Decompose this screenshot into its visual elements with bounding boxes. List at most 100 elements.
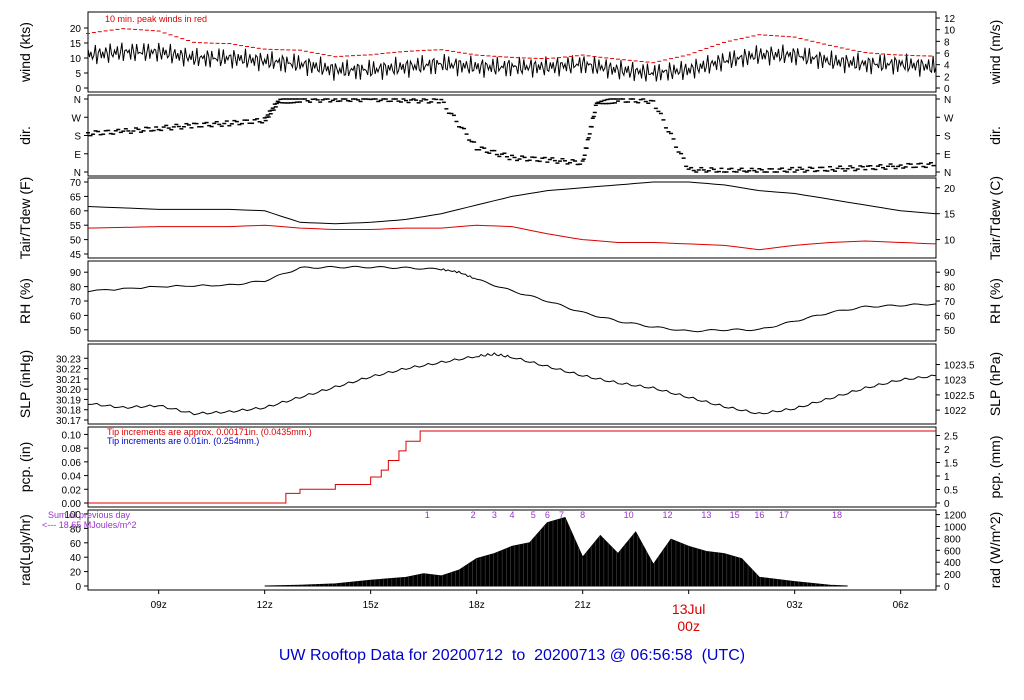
rh-right-tick-label: 90 [944,268,956,279]
wind-right-tick-label: 10 [944,26,956,37]
temp-ylabel-left: Tair/Tdew (F) [17,177,33,259]
dir-left-tick-label: W [72,113,82,124]
rooftop-meteogram: wind (kts) wind (m/s)0510152002468101210 … [17,11,1003,634]
rad-hour-label: 3 [492,510,497,520]
rad-series-area [264,517,848,587]
temp-right-tick-label: 15 [944,210,956,221]
pcp-annotation: Tip increments are 0.01in. (0.254mm.) [107,436,259,446]
rad-left-tick-label: 80 [70,524,82,535]
rh-right-tick-label: 80 [944,283,956,294]
temp-left-tick-label: 65 [70,192,82,203]
slp-left-tick-label: 30.21 [56,375,81,386]
slp-left-tick-label: 30.23 [56,354,81,365]
rh-left-tick-label: 50 [70,326,82,337]
rh-right-tick-label: 60 [944,311,956,322]
rad-hour-label: 17 [779,510,789,520]
dir-left-tick-label: E [74,150,81,161]
wind-left-tick-label: 5 [75,69,81,80]
pcp-left-tick-label: 0.02 [62,485,82,496]
pcp-ylabel-right: pcp. (mm) [987,436,1003,499]
rad-left-tick-label: 100 [64,510,81,521]
rad-right-tick-label: 200 [944,570,961,581]
slp-ylabel-right: SLP (hPa) [987,352,1003,416]
wind-left-tick-label: 0 [75,84,81,95]
rad-hour-label: 18 [832,510,842,520]
dir-ylabel-right: dir. [987,126,1003,145]
x-tick-label: 06z [893,600,909,611]
dir-right-tick-label: S [944,132,951,143]
dir-right-tick-label: N [944,95,951,106]
rh-right-tick-label: 70 [944,297,956,308]
rad-left-tick-label: 40 [70,553,82,564]
pcp-right-tick-label: 1.5 [944,459,958,470]
pcp-right-tick-label: 2.5 [944,432,958,443]
rad-hour-label: 5 [531,510,536,520]
wind-right-tick-label: 2 [944,72,950,83]
rad-right-tick-label: 800 [944,534,961,545]
slp-left-tick-label: 30.20 [56,385,81,396]
rad-hour-label: 7 [559,510,564,520]
temp-left-tick-label: 60 [70,207,82,218]
dir-right-tick-label: E [944,150,951,161]
pcp-series-line [88,430,936,504]
pcp-right-tick-label: 0.5 [944,486,958,497]
dir-left-tick-label: S [74,132,81,143]
rad-hour-label: 2 [471,510,476,520]
slp-right-tick-label: 1022.5 [944,391,975,402]
rad-ylabel-left: rad(Lgly/hr) [17,514,33,586]
rad-right-tick-label: 600 [944,546,961,557]
wind-series-line [87,42,937,82]
rad-hour-label: 6 [545,510,550,520]
rad-hour-label: 16 [754,510,764,520]
wind-left-tick-label: 20 [70,24,82,35]
rh-left-tick-label: 80 [70,283,82,294]
wind-ylabel-right: wind (m/s) [987,20,1003,86]
dir-right-tick-label: N [944,168,951,179]
wind-left-tick-label: 10 [70,54,82,65]
rad-right-tick-label: 400 [944,558,961,569]
x-tick-label: 21z [575,600,591,611]
rad-ylabel-right: rad (W/m^2) [987,512,1003,589]
dir-left-tick-label: N [74,95,81,106]
wind-right-tick-label: 12 [944,14,956,25]
rh-right-tick-label: 50 [944,326,956,337]
rad-right-tick-label: 1000 [944,522,967,533]
rh-left-tick-label: 90 [70,268,82,279]
pcp-right-tick-label: 1 [944,472,950,483]
rad-left-tick-label: 20 [70,568,82,579]
wind-annotation: 10 min. peak winds in red [105,14,207,24]
date-label-hour: 00z [677,618,700,634]
temp-panel-frame [87,177,937,259]
temp-left-tick-label: 55 [70,221,82,232]
rad-hour-label: 4 [509,510,514,520]
rh-left-tick-label: 60 [70,311,82,322]
rad-hour-label: 8 [580,510,585,520]
temp-right-tick-label: 10 [944,236,956,247]
rad-hour-label: 15 [730,510,740,520]
x-tick-label: 15z [363,600,379,611]
rad-left-tick-label: 60 [70,539,82,550]
rh-ylabel-right: RH (%) [987,278,1003,324]
slp-panel-frame [87,343,937,425]
dir-right-tick-label: W [944,113,954,124]
x-tick-label: 12z [257,600,273,611]
slp-left-tick-label: 30.17 [56,416,81,427]
date-label-day: 13Jul [672,601,705,617]
temp-series-line [87,224,937,251]
slp-left-tick-label: 30.18 [56,406,81,417]
pcp-right-tick-label: 2 [944,445,950,456]
temp-left-tick-label: 50 [70,236,82,247]
slp-left-tick-label: 30.22 [56,365,81,376]
rad-left-tick-label: 0 [75,582,81,593]
pcp-annotation: Tip increments are approx. 0.00171in. (0… [107,427,312,437]
footer-title: UW Rooftop Data for 20200712 to 20200713… [278,647,746,664]
rh-series-line [87,265,937,333]
pcp-left-tick-label: 0.00 [62,499,82,510]
slp-left-tick-label: 30.19 [56,395,81,406]
wind-ylabel-left: wind (kts) [17,22,33,83]
rad-annotation: <--- 18.65 MJoules/m^2 [42,520,137,530]
pcp-ylabel-left: pcp. (in) [17,442,33,493]
slp-right-tick-label: 1022 [944,406,967,417]
rh-ylabel-left: RH (%) [17,278,33,324]
